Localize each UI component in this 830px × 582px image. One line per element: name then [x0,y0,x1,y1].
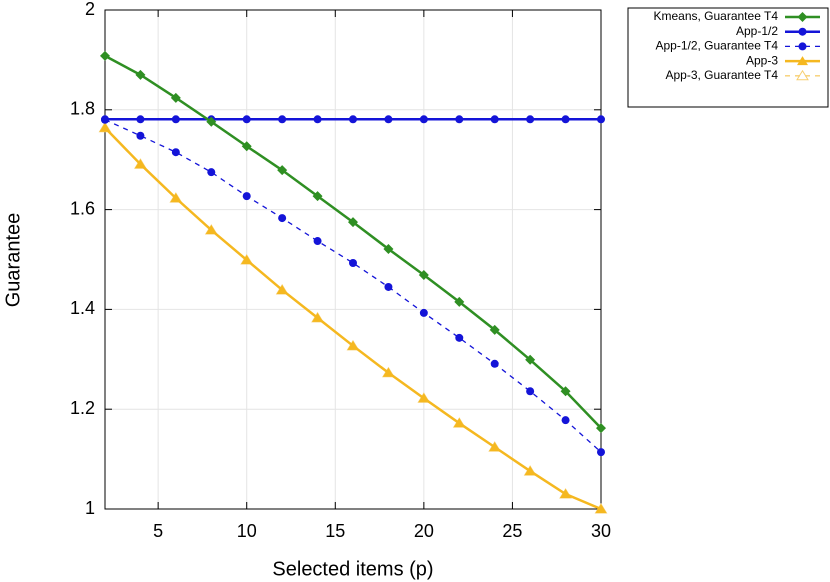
marker [560,489,572,499]
marker [134,159,146,169]
marker [454,296,465,307]
legend-box [627,7,829,108]
marker [797,12,808,22]
marker [347,340,359,350]
y-tick-label: 1.6 [70,198,95,218]
plot-frame [104,9,602,510]
marker [524,466,536,476]
x-tick-label: 20 [414,521,434,541]
x-tick-label: 25 [502,521,522,541]
marker [418,393,430,403]
marker [100,50,110,61]
marker [136,131,145,140]
marker [453,418,465,428]
marker [796,69,809,81]
legend-label: App-1/2 [736,24,778,38]
legend-label: App-1/2, Guarantee T4 [655,39,778,53]
marker [99,122,111,132]
marker [170,193,182,203]
series-line [104,126,602,511]
series-line [104,54,602,430]
marker [242,115,251,124]
marker [278,214,287,223]
x-tick-label: 5 [153,521,163,541]
marker [561,416,570,425]
marker [349,115,357,124]
marker [241,141,252,152]
y-tick-label: 2 [85,0,95,19]
marker [561,115,570,124]
marker [207,168,216,177]
marker [418,269,429,280]
marker [419,308,428,317]
marker [597,115,605,124]
marker [489,324,500,335]
x-tick-label: 30 [591,521,611,541]
marker [135,69,146,80]
marker [419,115,428,124]
marker [171,115,180,124]
x-axis-label: Selected items (p) [272,558,433,580]
marker [313,237,322,246]
legend-label: Kmeans, Guarantee T4 [653,9,778,23]
marker [349,258,357,267]
marker [490,115,499,124]
marker [206,116,217,127]
marker [277,165,288,176]
marker [136,115,145,124]
marker [526,387,535,396]
marker [597,448,605,457]
marker [313,115,322,124]
marker [595,504,607,513]
x-tick-label: 15 [325,521,345,541]
legend-label: App-3, Guarantee T4 [665,68,778,82]
series-line [104,127,602,510]
series-line [104,119,602,453]
marker [278,115,287,124]
marker [312,312,324,322]
marker [525,354,536,365]
marker [596,423,606,434]
marker [384,282,393,291]
marker [797,56,808,66]
marker [171,148,180,157]
legend-label: App-3 [746,53,778,67]
marker [170,92,181,103]
marker [242,192,251,201]
y-tick-label: 1.2 [70,398,95,418]
marker [526,115,535,124]
marker [384,115,393,124]
y-tick-label: 1 [85,498,95,518]
y-tick-label: 1.4 [70,298,95,318]
marker [455,115,464,124]
marker [205,225,217,235]
marker [382,367,394,377]
marker [490,359,499,368]
marker [241,254,253,264]
marker [798,42,807,51]
marker [276,284,288,294]
x-tick-label: 10 [237,521,257,541]
y-axis-label: Guarantee [2,213,24,308]
marker [798,27,807,36]
marker [560,386,571,397]
y-tick-label: 1.8 [70,99,95,119]
marker [489,442,501,452]
marker [348,217,358,228]
marker [383,244,394,255]
marker [101,115,109,124]
marker [312,191,323,202]
marker [455,333,464,342]
